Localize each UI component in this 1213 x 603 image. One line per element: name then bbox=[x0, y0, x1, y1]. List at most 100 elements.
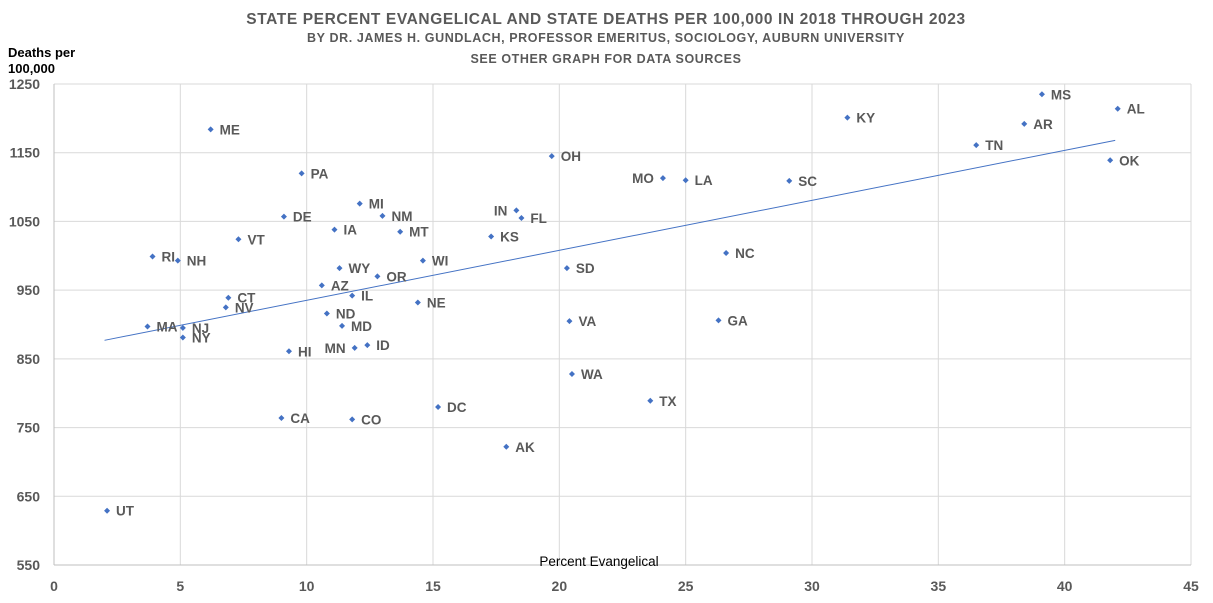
point-id bbox=[364, 342, 371, 349]
y-tick-label: 650 bbox=[17, 488, 41, 504]
point-label-tx: TX bbox=[659, 394, 676, 409]
x-tick-label: 0 bbox=[50, 578, 58, 594]
point-ms bbox=[1038, 91, 1045, 98]
point-label-dc: DC bbox=[447, 400, 467, 415]
point-label-nc: NC bbox=[735, 246, 755, 261]
trendline-group bbox=[104, 139, 1116, 341]
point-or bbox=[374, 273, 381, 280]
x-axis-title: Percent Evangelical bbox=[539, 554, 658, 569]
chart-subtitle-sources: SEE OTHER GRAPH FOR DATA SOURCES bbox=[470, 52, 741, 66]
point-label-ga: GA bbox=[728, 313, 749, 328]
point-label-md: MD bbox=[351, 319, 372, 334]
point-label-va: VA bbox=[578, 314, 596, 329]
point-label-mt: MT bbox=[409, 225, 429, 240]
point-nh bbox=[174, 257, 181, 264]
point-ok bbox=[1107, 157, 1114, 164]
point-dc bbox=[435, 403, 442, 410]
point-oh bbox=[548, 153, 555, 160]
point-ia bbox=[331, 226, 338, 233]
y-tick-label: 850 bbox=[17, 351, 41, 367]
point-mo bbox=[659, 175, 666, 182]
point-label-ak: AK bbox=[515, 440, 535, 455]
point-nm bbox=[379, 212, 386, 219]
y-tick-label: 750 bbox=[17, 420, 41, 436]
point-label-id: ID bbox=[376, 338, 390, 353]
point-label-ia: IA bbox=[343, 223, 357, 238]
point-ar bbox=[1021, 120, 1028, 127]
x-tick-label: 15 bbox=[425, 578, 441, 594]
point-mi bbox=[356, 200, 363, 207]
point-label-vt: VT bbox=[247, 232, 265, 247]
point-ny bbox=[179, 334, 186, 341]
point-label-de: DE bbox=[293, 210, 312, 225]
y-axis-title-line1: Deaths per bbox=[8, 45, 75, 60]
point-label-ks: KS bbox=[500, 230, 519, 245]
point-label-nh: NH bbox=[187, 254, 207, 269]
point-label-or: OR bbox=[386, 269, 407, 284]
point-me bbox=[207, 126, 214, 133]
point-label-az: AZ bbox=[331, 278, 349, 293]
point-label-wi: WI bbox=[432, 254, 449, 269]
point-la bbox=[682, 177, 689, 184]
point-label-tn: TN bbox=[985, 138, 1003, 153]
point-label-nd: ND bbox=[336, 307, 356, 322]
point-de bbox=[280, 213, 287, 220]
point-co bbox=[349, 416, 356, 423]
point-tx bbox=[647, 397, 654, 404]
point-label-pa: PA bbox=[311, 166, 329, 181]
point-va bbox=[566, 318, 573, 325]
chart-subtitle: BY DR. JAMES H. GUNDLACH, PROFESSOR EMER… bbox=[307, 31, 905, 45]
axes bbox=[53, 84, 1191, 566]
point-ma bbox=[144, 323, 151, 330]
point-label-ny: NY bbox=[192, 331, 211, 346]
y-tick-label: 550 bbox=[17, 557, 41, 573]
point-wa bbox=[568, 370, 575, 377]
point-il bbox=[349, 292, 356, 299]
point-label-co: CO bbox=[361, 412, 381, 427]
point-label-in: IN bbox=[494, 203, 508, 218]
point-nc bbox=[723, 250, 730, 257]
point-label-wa: WA bbox=[581, 367, 603, 382]
y-tick-label: 950 bbox=[17, 282, 41, 298]
trendline bbox=[104, 139, 1116, 341]
y-axis-title-line2: 100,000 bbox=[8, 61, 55, 76]
point-label-ut: UT bbox=[116, 504, 135, 519]
point-az bbox=[318, 282, 325, 289]
point-in bbox=[513, 207, 520, 214]
point-label-ca: CA bbox=[290, 411, 310, 426]
point-ct bbox=[225, 294, 232, 301]
point-label-sc: SC bbox=[798, 174, 817, 189]
point-ut bbox=[104, 507, 111, 514]
point-sd bbox=[563, 265, 570, 272]
point-label-ky: KY bbox=[856, 111, 875, 126]
point-label-ar: AR bbox=[1033, 117, 1053, 132]
point-label-mn: MN bbox=[325, 341, 346, 356]
point-label-nv: NV bbox=[235, 300, 254, 315]
point-wy bbox=[336, 265, 343, 272]
point-ne bbox=[414, 299, 421, 306]
point-pa bbox=[298, 170, 305, 177]
point-label-al: AL bbox=[1127, 102, 1145, 117]
point-al bbox=[1114, 105, 1121, 112]
point-nj bbox=[179, 324, 186, 331]
point-label-mi: MI bbox=[369, 197, 384, 212]
point-ky bbox=[844, 114, 851, 121]
tick-labels: 550 650 750 850 950 1050 1150 1250 0 5 10 15 20 25 30 3… bbox=[9, 76, 1199, 594]
point-label-ri: RI bbox=[162, 249, 176, 264]
point-label-il: IL bbox=[361, 289, 373, 304]
point-label-sd: SD bbox=[576, 261, 595, 276]
point-label-me: ME bbox=[220, 122, 240, 137]
point-mn bbox=[351, 344, 358, 351]
x-tick-label: 35 bbox=[931, 578, 947, 594]
point-label-la: LA bbox=[695, 173, 713, 188]
point-label-ok: OK bbox=[1119, 153, 1140, 168]
point-wi bbox=[419, 257, 426, 264]
x-tick-label: 10 bbox=[299, 578, 315, 594]
point-label-hi: HI bbox=[298, 344, 312, 359]
point-sc bbox=[786, 177, 793, 184]
x-tick-label: 45 bbox=[1183, 578, 1199, 594]
point-ca bbox=[278, 414, 285, 421]
point-ak bbox=[503, 443, 510, 450]
point-label-ct: CT bbox=[237, 291, 256, 306]
